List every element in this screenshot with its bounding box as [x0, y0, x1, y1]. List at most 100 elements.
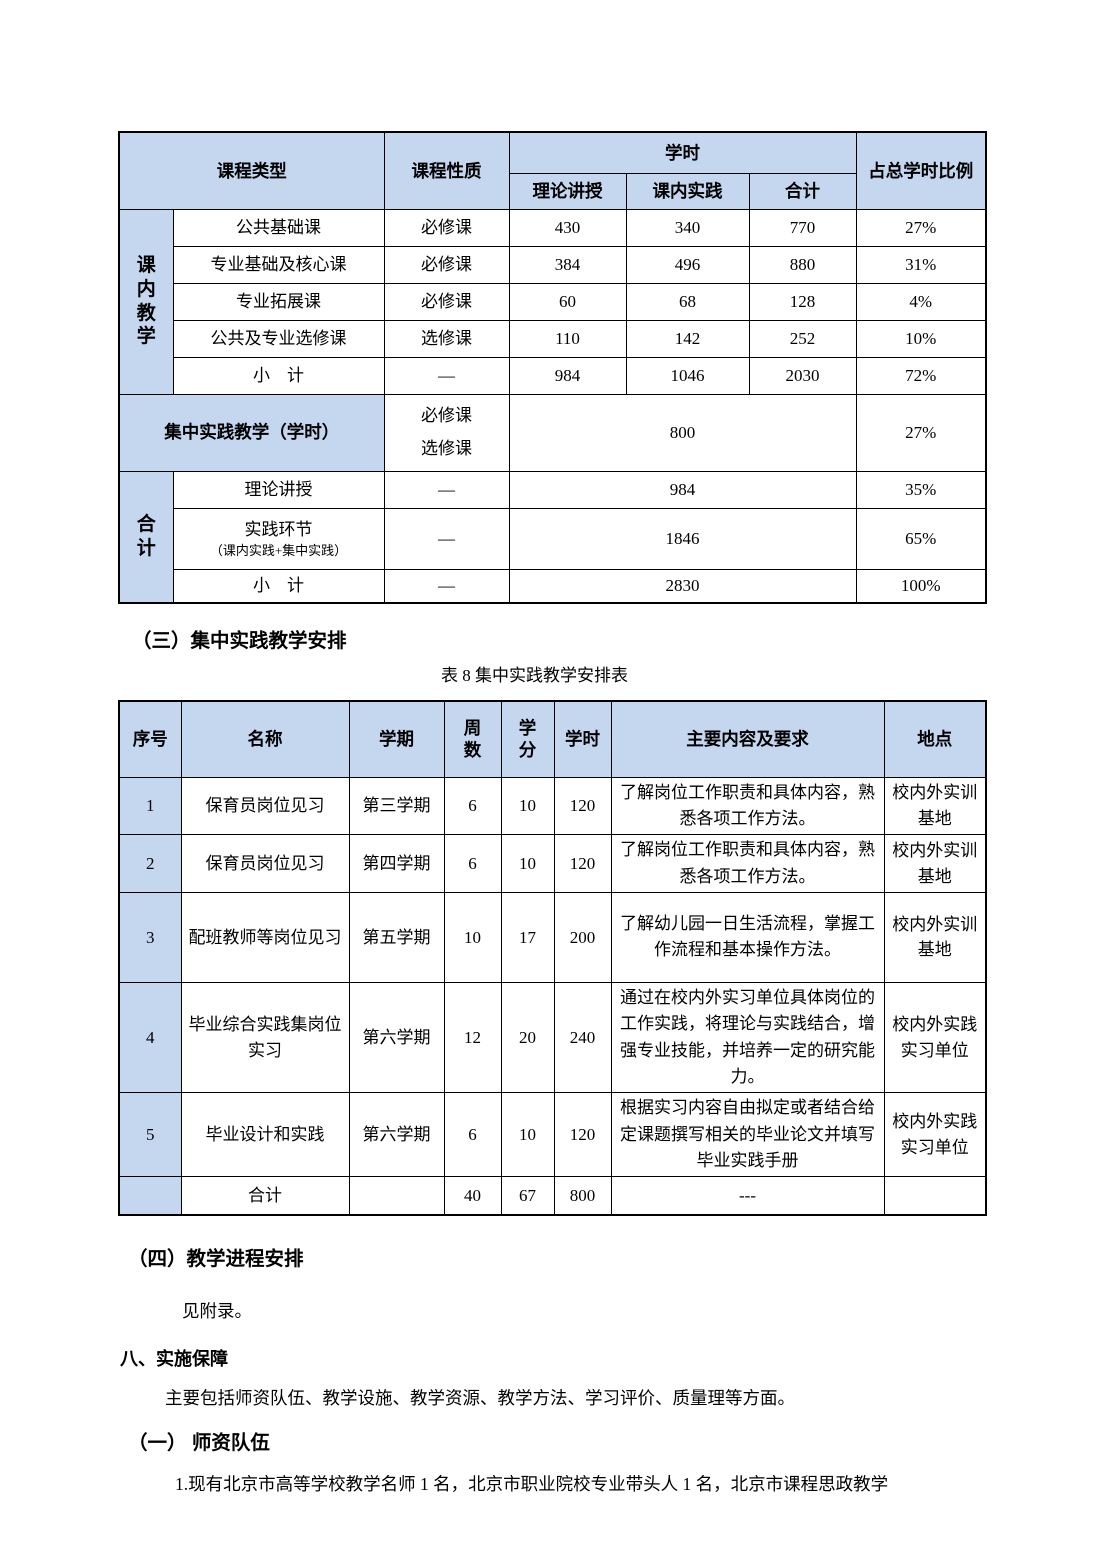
course-nature: 必修课	[383, 245, 510, 284]
row-term: 第五学期	[348, 891, 445, 983]
total-row-nature: —	[383, 507, 510, 570]
row-hours: 240	[553, 981, 612, 1094]
course-nature: 必修课	[383, 282, 510, 321]
ratio: 4%	[855, 282, 987, 321]
appendix-note: 见附录。	[182, 1300, 252, 1321]
row-credits: 20	[500, 981, 555, 1094]
row-content: 通过在校内外实习单位具体岗位的工作实践，将理论与实践结合，增强专业技能，并培养一…	[610, 981, 885, 1094]
total-weeks: 40	[443, 1176, 502, 1216]
theory-hours: 384	[508, 245, 627, 284]
practice-hours: 340	[625, 208, 750, 247]
group-label-total: 合计	[118, 470, 174, 604]
row-weeks: 12	[443, 981, 502, 1094]
header-name: 名称	[180, 700, 350, 778]
row-no: 1	[118, 776, 182, 836]
header-weeks: 周数	[443, 700, 502, 778]
total-hours: 2030	[748, 356, 857, 395]
practice-hours-total: 800	[508, 393, 857, 472]
ratio: 27%	[855, 393, 987, 472]
section-heading-teaching-progress: （四）教学进程安排	[128, 1247, 304, 1270]
implementation-summary: 主要包括师资队伍、教学设施、教学资源、教学方法、学习评价、质量理等方面。	[165, 1387, 795, 1408]
row-no: 4	[118, 981, 182, 1094]
row-weeks: 6	[443, 834, 502, 893]
row-hours: 120	[553, 1092, 612, 1178]
header-hours-group: 学时	[508, 131, 857, 174]
course-name: 专业拓展课	[172, 282, 385, 321]
group-label-in-class: 课内教学	[118, 208, 174, 395]
total-no	[118, 1176, 182, 1216]
row-weeks: 6	[443, 1092, 502, 1178]
row-term: 第四学期	[348, 834, 445, 893]
vertical-label: 课内教学	[136, 255, 156, 348]
row-content: 了解岗位工作职责和具体内容，熟悉各项工作方法。	[610, 834, 885, 893]
total-row-nature: —	[383, 568, 510, 604]
table-row: 专业拓展课 必修课 60 68 128 4%	[119, 282, 987, 321]
row-location: 校内外实践实习单位	[883, 981, 987, 1094]
theory-hours: 60	[508, 282, 627, 321]
section-heading-practice-arrangement: （三）集中实践教学安排	[132, 630, 347, 652]
total-term	[348, 1176, 445, 1216]
header-content: 主要内容及要求	[610, 700, 885, 778]
practice-nature: 必修课 选修课	[383, 393, 510, 472]
practice-hours: 142	[625, 319, 750, 358]
table-row: 3 配班教师等岗位见习 第五学期 10 17 200 了解幼儿园一日生活流程，掌…	[118, 891, 987, 983]
row-name: 配班教师等岗位见习	[180, 891, 350, 983]
row-location: 校内外实训基地	[883, 834, 987, 893]
nature-line: 必修课	[421, 406, 472, 426]
ratio: 65%	[855, 507, 987, 570]
row-hours: 120	[553, 776, 612, 836]
total-label: 合计	[180, 1176, 350, 1216]
course-name: 公共基础课	[172, 208, 385, 247]
table-row: 1 保育员岗位见习 第三学期 6 10 120 了解岗位工作职责和具体内容，熟悉…	[118, 776, 987, 836]
row-name: 保育员岗位见习	[180, 776, 350, 836]
row-location: 校内外实训基地	[883, 776, 987, 836]
header-term: 学期	[348, 700, 445, 778]
total-row-nature: —	[383, 470, 510, 509]
row-credits: 10	[500, 834, 555, 893]
row-no: 5	[118, 1092, 182, 1178]
header-weeks-label: 周数	[463, 717, 482, 761]
total-hours: 800	[553, 1176, 612, 1216]
ratio: 100%	[855, 568, 987, 604]
course-name: 小 计	[172, 356, 385, 395]
total-row-name-main: 实践环节	[244, 520, 313, 540]
table-row: 5 毕业设计和实践 第六学期 6 10 120 根据实习内容自由拟定或者结合给定…	[118, 1092, 987, 1178]
row-no: 3	[118, 891, 182, 983]
table-row: 合计 理论讲授 — 984 35%	[118, 470, 987, 604]
course-nature: 选修课	[383, 319, 510, 358]
table-row: 公共及专业选修课 选修课 110 142 252 10%	[119, 319, 987, 358]
header-no: 序号	[118, 700, 182, 778]
table-row: 课内教学 公共基础课 必修课 430 340 770 27%	[118, 208, 987, 395]
row-name: 毕业设计和实践	[180, 1092, 350, 1178]
total-row-name: 实践环节 （课内实践+集中实践）	[172, 507, 385, 570]
header-location: 地点	[883, 700, 987, 778]
total-row-hours: 1846	[508, 507, 857, 570]
row-name: 保育员岗位见习	[180, 834, 350, 893]
row-hours: 120	[553, 834, 612, 893]
row-content: 了解幼儿园一日生活流程，掌握工作流程和基本操作方法。	[610, 891, 885, 983]
practice-schedule-table: 序号 名称 学期 周数 学分 学时 主要内容及要求 地点 1 保育员岗位见习 第…	[118, 700, 987, 1216]
course-nature: —	[383, 356, 510, 395]
ratio: 10%	[855, 319, 987, 358]
ratio: 72%	[855, 356, 987, 395]
theory-hours: 984	[508, 356, 627, 395]
total-hours: 128	[748, 282, 857, 321]
total-hours: 770	[748, 208, 857, 247]
course-name: 专业基础及核心课	[172, 245, 385, 284]
table-row: 专业基础及核心课 必修课 384 496 880 31%	[119, 245, 987, 284]
header-course-type: 课程类型	[118, 131, 385, 210]
course-hours-table: 课程类型 课程性质 学时 占总学时比例 理论讲授 课内实践 合计 课内教学 公共…	[118, 131, 988, 604]
table-row: 小 计 — 2830 100%	[119, 568, 987, 604]
row-credits: 10	[500, 1092, 555, 1178]
row-weeks: 6	[443, 776, 502, 836]
table-row: 小 计 — 984 1046 2030 72%	[119, 356, 987, 395]
header-ratio: 占总学时比例	[855, 131, 987, 210]
row-term: 第三学期	[348, 776, 445, 836]
row-location: 校内外实践实习单位	[883, 1092, 987, 1178]
ratio: 27%	[855, 208, 987, 247]
header-credits-label: 学分	[518, 717, 537, 761]
theory-hours: 110	[508, 319, 627, 358]
practice-teaching-label: 集中实践教学（学时）	[118, 393, 385, 472]
row-no: 2	[118, 834, 182, 893]
